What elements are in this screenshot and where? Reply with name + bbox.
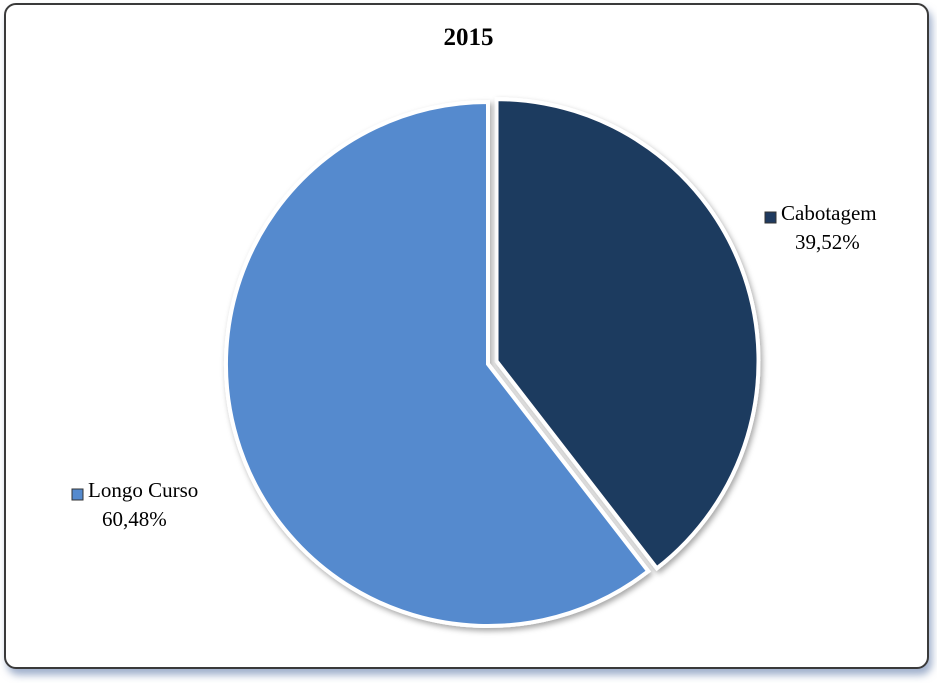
legend-swatch-cabotagem <box>764 211 777 224</box>
pie-slice-cabotagem <box>494 97 761 572</box>
chart-title: 2015 <box>443 24 494 51</box>
slice-value-longo-curso: 60,48% <box>102 507 167 531</box>
slice-label-cabotagem: Cabotagem <box>781 201 877 225</box>
slice-value-cabotagem: 39,52% <box>795 230 860 254</box>
pie-slice-longo-curso <box>224 99 652 628</box>
legend-swatch-longo-curso <box>71 488 84 501</box>
slice-label-longo-curso: Longo Curso <box>88 478 198 502</box>
